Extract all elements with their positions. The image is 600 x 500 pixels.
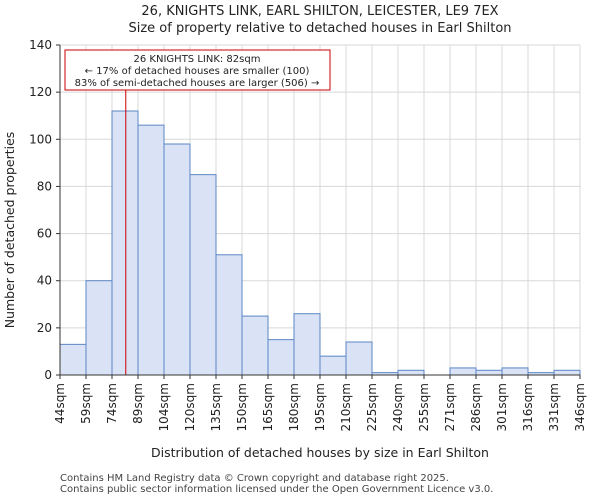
histogram-bar [501, 367, 529, 376]
histogram-bar [553, 369, 581, 376]
y-tick-label: 40 [37, 274, 52, 288]
histogram-bar [319, 355, 347, 376]
y-tick-label: 20 [37, 321, 52, 335]
bars [59, 110, 581, 376]
chart-title-line1: 26, KNIGHTS LINK, EARL SHILTON, LEICESTE… [141, 4, 498, 19]
x-tick-label: 120sqm [183, 383, 197, 431]
y-tick-labels: 0 20 40 60 80 100 120 140 [29, 38, 60, 382]
histogram-bar [189, 174, 217, 376]
x-tick-labels: 44sqm 59sqm 74sqm 89sqm 104sqm 120sqm 135sqm 15… [53, 375, 587, 431]
histogram-bar [163, 143, 191, 376]
histogram-bar [475, 369, 503, 376]
annotation-box: 26 KNIGHTS LINK: 82sqm ← 17% of detached… [64, 49, 331, 91]
x-tick-label: 331sqm [547, 383, 561, 431]
x-tick-label: 74sqm [105, 383, 119, 424]
histogram-bar [241, 315, 269, 376]
annotation-line1: 26 KNIGHTS LINK: 82sqm [134, 54, 261, 65]
annotation-line3: 83% of semi-detached houses are larger (… [75, 78, 320, 89]
x-tick-label: 180sqm [287, 383, 301, 431]
histogram-bar [59, 343, 87, 376]
histogram-bar [293, 313, 321, 376]
x-tick-label: 346sqm [573, 383, 587, 431]
y-tick-label: 80 [37, 179, 52, 193]
annotation-line2: ← 17% of detached houses are smaller (10… [85, 66, 310, 77]
y-tick-label: 120 [29, 85, 52, 99]
chart-title-line2: Size of property relative to detached ho… [128, 21, 511, 36]
x-tick-label: 316sqm [521, 383, 535, 431]
histogram-bar [137, 124, 165, 376]
histogram-bar [345, 341, 373, 376]
footer-line1: Contains HM Land Registry data © Crown c… [60, 473, 449, 484]
x-tick-label: 301sqm [495, 383, 509, 431]
x-tick-label: 271sqm [443, 383, 457, 431]
x-axis-label: Distribution of detached houses by size … [151, 445, 489, 460]
footer-line2: Contains public sector information licen… [60, 484, 493, 495]
x-tick-label: 44sqm [53, 383, 67, 424]
x-tick-label: 255sqm [417, 383, 431, 431]
x-tick-label: 240sqm [391, 383, 405, 431]
x-tick-label: 225sqm [365, 383, 379, 431]
x-tick-label: 135sqm [209, 383, 223, 431]
histogram-bar [111, 110, 139, 376]
annotation-border [64, 49, 331, 91]
x-tick-label: 165sqm [261, 383, 275, 431]
x-tick-label: 59sqm [79, 383, 93, 424]
x-tick-label: 286sqm [469, 383, 483, 431]
histogram-bar [267, 339, 295, 376]
x-tick-label: 150sqm [235, 383, 249, 431]
y-tick-label: 0 [44, 368, 52, 382]
histogram-bar [397, 369, 425, 376]
y-tick-label: 140 [29, 38, 52, 52]
histogram-bar [215, 254, 243, 376]
x-tick-label: 210sqm [339, 383, 353, 431]
histogram-bar [449, 367, 477, 376]
y-axis-label: Number of detached properties [2, 132, 17, 329]
histogram-bar [85, 280, 113, 376]
y-tick-label: 100 [29, 132, 52, 146]
x-tick-label: 195sqm [313, 383, 327, 431]
y-tick-label: 60 [37, 227, 52, 241]
x-tick-label: 89sqm [131, 383, 145, 424]
x-tick-label: 104sqm [157, 383, 171, 431]
